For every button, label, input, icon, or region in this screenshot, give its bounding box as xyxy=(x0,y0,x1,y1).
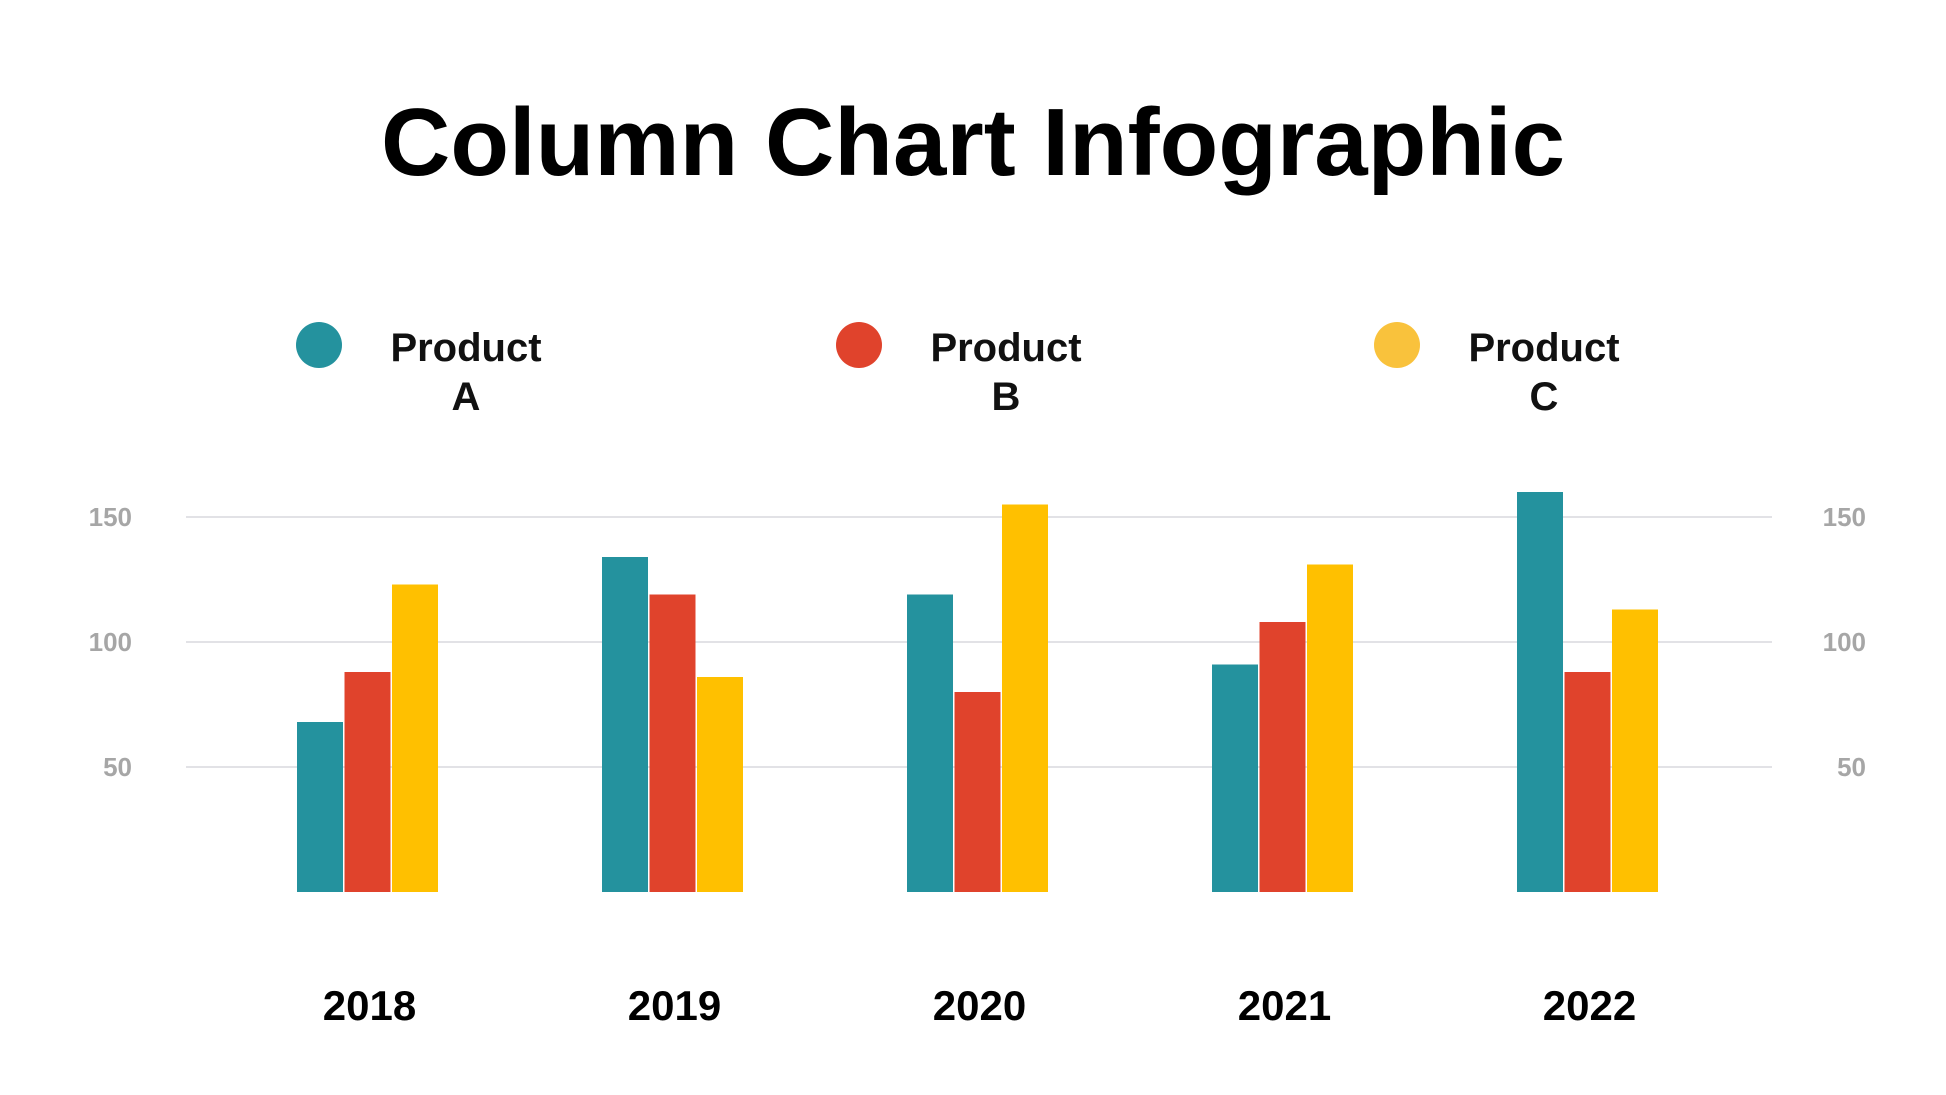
bar-product-a-2021 xyxy=(1212,664,1258,892)
bars xyxy=(297,492,1658,892)
y-axis-ticks: 50 50 100 100 150 150 xyxy=(89,502,1866,782)
legend-label-product-c: Product C xyxy=(1468,326,1620,419)
y-tick-label-right-150: 150 xyxy=(1823,502,1866,532)
bar-product-c-2020 xyxy=(1002,504,1048,892)
bar-product-b-2018 xyxy=(344,672,391,892)
bar-product-c-2019 xyxy=(697,677,743,892)
x-tick-label-2020: 2020 xyxy=(933,982,1026,1029)
bar-product-b-2021 xyxy=(1259,622,1306,892)
y-tick-label-left-100: 100 xyxy=(89,627,132,657)
y-tick-label-left-150: 150 xyxy=(89,502,132,532)
y-tick-label-left-50: 50 xyxy=(103,752,132,782)
legend-swatch-product-a xyxy=(296,322,342,368)
y-tick-label-right-50: 50 xyxy=(1837,752,1866,782)
bar-product-a-2019 xyxy=(602,557,648,892)
legend-label-product-b: Product B xyxy=(930,326,1082,419)
bar-product-b-2020 xyxy=(954,692,1001,892)
bar-product-a-2022 xyxy=(1517,492,1563,892)
x-tick-label-2018: 2018 xyxy=(323,982,416,1029)
bar-product-a-2020 xyxy=(907,594,953,892)
bar-product-c-2021 xyxy=(1307,564,1353,892)
chart-title: Column Chart Infographic xyxy=(381,89,1565,196)
bar-product-c-2022 xyxy=(1612,609,1658,892)
y-tick-label-right-100: 100 xyxy=(1823,627,1866,657)
legend-label-product-a: Product A xyxy=(390,326,542,419)
legend-swatch-product-c xyxy=(1374,322,1420,368)
x-axis-labels: 2018 2019 2020 2021 2022 xyxy=(323,982,1636,1029)
bar-product-c-2018 xyxy=(392,584,438,892)
x-tick-label-2021: 2021 xyxy=(1238,982,1331,1029)
legend-swatch-product-b xyxy=(836,322,882,368)
bar-product-b-2019 xyxy=(649,594,696,892)
bar-product-b-2022 xyxy=(1564,672,1611,892)
x-tick-label-2019: 2019 xyxy=(628,982,721,1029)
x-tick-label-2022: 2022 xyxy=(1543,982,1636,1029)
bar-product-a-2018 xyxy=(297,722,343,892)
